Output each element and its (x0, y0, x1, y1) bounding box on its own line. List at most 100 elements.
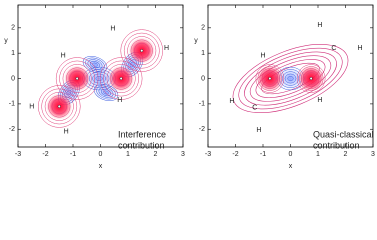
x-tick-label: 3 (181, 151, 185, 158)
contour-fill (276, 67, 305, 90)
contour (59, 60, 95, 97)
x-axis-label: x (99, 163, 103, 170)
contour (96, 85, 116, 100)
contour (255, 64, 285, 93)
contour (98, 87, 114, 98)
contour (238, 47, 343, 110)
atom-label: H (164, 45, 169, 52)
x-tick-label: -1 (70, 151, 76, 158)
contour (103, 90, 109, 95)
caption: Quasi-classical (313, 129, 374, 139)
x-tick-label: 0 (99, 151, 103, 158)
atom-label: H (117, 97, 122, 104)
x-tick-label: -1 (260, 151, 266, 158)
x-tick-label: -3 (15, 151, 21, 158)
contour-fill (82, 67, 116, 90)
y-axis-label: y (4, 37, 8, 44)
nucleus (268, 77, 272, 81)
atom-label: H (317, 22, 322, 29)
caption: contribution (313, 140, 360, 150)
contour (300, 68, 322, 89)
contour (296, 64, 326, 93)
x-tick-label: 3 (371, 151, 375, 158)
atom-label: H (64, 129, 69, 136)
atom-label: H (260, 53, 265, 60)
contour (113, 70, 129, 87)
contour (134, 42, 150, 59)
contour (298, 66, 324, 91)
atom-label: H (29, 103, 34, 110)
contour (232, 44, 349, 114)
y-tick-label: 2 (201, 25, 205, 32)
nucleus (119, 77, 123, 81)
caption: Interference (118, 129, 166, 139)
contour (110, 67, 133, 90)
contour (130, 39, 153, 62)
nucleus (140, 49, 144, 53)
x-tick-label: 0 (289, 151, 293, 158)
atom-label: C (252, 104, 257, 111)
contour (69, 70, 85, 87)
x-tick-label: -2 (232, 151, 238, 158)
contour (123, 32, 160, 69)
atom-label: H (317, 97, 322, 104)
contour (92, 73, 106, 84)
x-tick-label: 2 (344, 151, 348, 158)
contour (257, 66, 283, 91)
x-tick-label: 2 (154, 151, 158, 158)
x-tick-label: -3 (205, 151, 211, 158)
contour (127, 36, 157, 66)
contour (92, 62, 98, 67)
contour (106, 64, 136, 93)
contour (255, 59, 326, 98)
x-tick-label: -2 (42, 151, 48, 158)
contour (55, 57, 99, 100)
y-tick-label: 0 (11, 75, 15, 82)
atom-label: H (61, 53, 66, 60)
figure: -3 -2 -1 0 1 2 3-2-1012xyHHHHHHInterferencecon… (4, 4, 375, 170)
y-axis-label: y (194, 37, 198, 44)
contour (41, 88, 78, 125)
atom-label: H (110, 26, 115, 33)
x-axis-label: x (289, 163, 293, 170)
y-tick-label: -2 (199, 126, 205, 133)
contour (48, 95, 71, 118)
contour (249, 55, 332, 102)
y-tick-label: -1 (199, 101, 205, 108)
y-tick-label: 2 (11, 25, 15, 32)
y-tick-label: -2 (9, 126, 15, 133)
atom-label: C (331, 45, 336, 52)
caption: contribution (118, 140, 165, 150)
panel: -3 -2 -1 0 1 2 3 -2 -1 0 1 2 x y H H H H H H Interferencecon… (4, 4, 185, 170)
contour (304, 72, 318, 85)
contour (302, 70, 320, 87)
contour (100, 88, 112, 97)
y-tick-label: 1 (11, 50, 15, 57)
nucleus (309, 77, 313, 81)
contour (51, 98, 67, 115)
contour (38, 85, 81, 128)
contour (95, 76, 103, 82)
contour (261, 70, 279, 87)
contour (103, 60, 139, 97)
atom-label: H (229, 98, 234, 105)
x-tick-label: 1 (126, 151, 130, 158)
contour (62, 64, 92, 93)
atom-label: H (358, 45, 363, 52)
y-tick-label: -1 (9, 101, 15, 108)
contour (259, 68, 281, 89)
contour (263, 72, 277, 85)
contour (66, 67, 89, 90)
panel: -3 -2 -1 0 1 2 3 -2 -1 0 1 2 x y H H H H H H C C Quasi-classic… (194, 4, 375, 170)
atom-label: H (256, 127, 261, 134)
nucleus (75, 77, 79, 81)
x-tick-label: 1 (316, 151, 320, 158)
contour (120, 29, 163, 72)
nucleus (57, 104, 61, 108)
contour (99, 57, 143, 100)
contour (244, 51, 337, 106)
contour (284, 73, 297, 84)
y-tick-label: 1 (201, 50, 205, 57)
contour (44, 91, 74, 121)
contour (287, 76, 294, 82)
